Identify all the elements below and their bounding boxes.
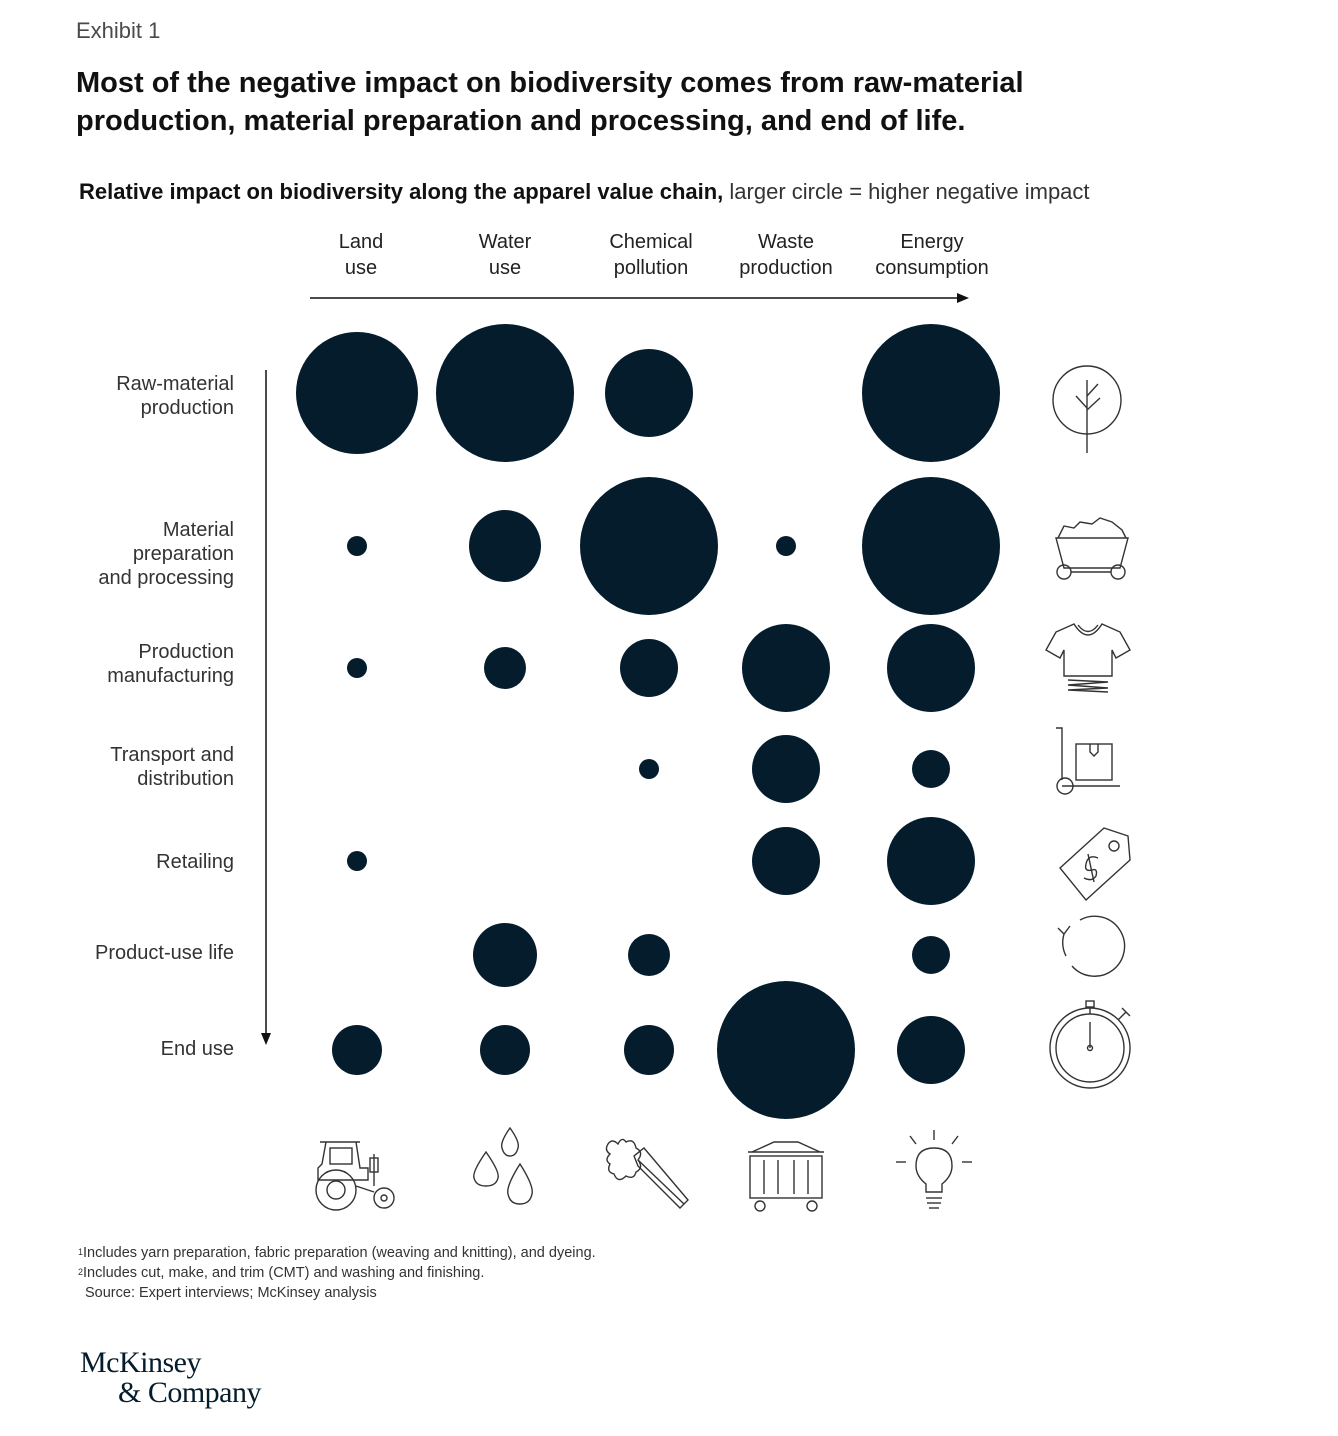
spray-icon: [604, 1134, 694, 1214]
bubble-r7-c1: [332, 1025, 382, 1075]
bubble-r6-c5: [912, 936, 950, 974]
lightbulb-icon: [894, 1128, 976, 1214]
bubble-r5-c4: [752, 827, 820, 895]
bubble-r2-c4: [776, 536, 796, 556]
dumpster-icon: [744, 1136, 828, 1214]
column-header-land-use: Land use: [338, 231, 384, 279]
vertical-axis-arrow: [261, 370, 271, 1045]
bubble-r2-c1: [347, 536, 367, 556]
bubble-r6-c3: [628, 934, 670, 976]
bubble-r5-c1: [347, 851, 367, 871]
column-header-water-use: Water use: [478, 231, 532, 279]
stopwatch-icon: [1046, 998, 1138, 1092]
bubble-r1-c5: [862, 324, 1000, 462]
logo-line-2: & Company: [118, 1376, 262, 1409]
subtitle-legend: larger circle = higher negative impact: [723, 179, 1090, 204]
logo-line-1: McKinsey: [80, 1346, 201, 1379]
bubble-r3-c2: [484, 647, 526, 689]
tractor-icon: [310, 1134, 402, 1216]
row-label-raw-material-production: Raw-material production: [116, 373, 234, 419]
exhibit-label: Exhibit 1: [76, 18, 161, 43]
footnote-1-text: Includes yarn preparation, fabric prepar…: [83, 1245, 596, 1261]
bubble-r1-c1: [296, 332, 418, 454]
bubbles-group: [296, 324, 1000, 1119]
bubble-r5-c5: [887, 817, 975, 905]
footnote-2-text: Includes cut, make, and trim (CMT) and w…: [83, 1265, 485, 1281]
bubble-r1-c2: [436, 324, 574, 462]
footnote-1: 1Includes yarn preparation, fabric prepa…: [78, 1243, 596, 1263]
row-label-retailing: Retailing: [156, 851, 234, 873]
row-label-transport-distribution: Transport and distribution: [110, 744, 234, 790]
bubble-r7-c3: [624, 1025, 674, 1075]
chart-title: Most of the negative impact on biodivers…: [76, 67, 1024, 137]
chart-subtitle: Relative impact on biodiversity along th…: [79, 179, 1090, 205]
bubble-r3-c3: [620, 639, 678, 697]
bubble-r3-c5: [887, 624, 975, 712]
price-tag-icon: [1052, 822, 1136, 906]
tree-icon: [1046, 358, 1136, 458]
footnote-1-marker: 1: [78, 1247, 84, 1257]
bubble-r7-c4: [717, 981, 855, 1119]
source-note: Source: Expert interviews; McKinsey anal…: [85, 1285, 377, 1301]
mine-cart-icon: [1050, 510, 1134, 586]
row-label-end-use: End use: [160, 1038, 234, 1060]
hand-truck-icon: [1048, 722, 1128, 802]
cycle-icon: [1052, 912, 1128, 982]
row-label-material-preparation: Material preparation and processing: [98, 519, 234, 589]
bubble-r6-c2: [473, 923, 537, 987]
bubble-r1-c3: [605, 349, 693, 437]
bubble-r4-c4: [752, 735, 820, 803]
footnote-2: 2Includes cut, make, and trim (CMT) and …: [78, 1263, 596, 1283]
bubble-r2-c5: [862, 477, 1000, 615]
footnotes: 1Includes yarn preparation, fabric prepa…: [78, 1243, 596, 1303]
footnote-2-marker: 2: [78, 1267, 84, 1277]
bubble-r7-c5: [897, 1016, 965, 1084]
row-label-production-manufacturing: Production manufacturing: [107, 641, 234, 687]
bubble-r3-c4: [742, 624, 830, 712]
bubble-r4-c3: [639, 759, 659, 779]
tshirt-icon: [1042, 618, 1134, 698]
mckinsey-logo: McKinsey & Company: [80, 1346, 262, 1409]
bubble-r4-c5: [912, 750, 950, 788]
water-drops-icon: [470, 1124, 542, 1214]
row-label-product-use-life: Product-use life: [95, 942, 234, 964]
bubble-r2-c2: [469, 510, 541, 582]
column-header-energy-consumption: Energy consumption: [875, 231, 989, 279]
subtitle-bold: Relative impact on biodiversity along th…: [79, 179, 724, 204]
column-header-chemical-pollution: Chemical pollution: [609, 231, 693, 279]
bubble-r3-c1: [347, 658, 367, 678]
column-header-waste-production: Waste production: [739, 231, 833, 279]
bubble-r2-c3: [580, 477, 718, 615]
bubble-r7-c2: [480, 1025, 530, 1075]
horizontal-axis-arrow: [310, 293, 969, 303]
